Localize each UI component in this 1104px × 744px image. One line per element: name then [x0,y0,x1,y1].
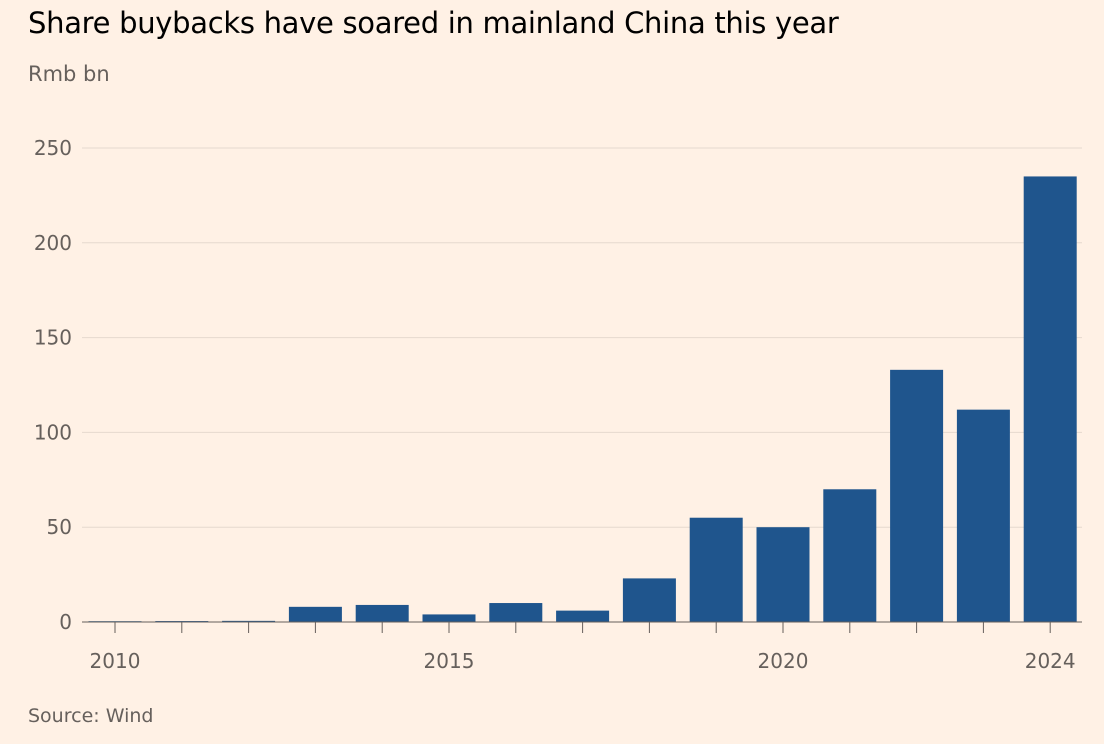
bar-2022 [890,369,944,622]
x-axis-ticks: 2010 2015 2020 2024 [90,622,1076,673]
y-tick-label: 100 [34,420,72,444]
chart-title: Share buybacks have soared in mainland C… [28,6,839,40]
bar-2016 [489,603,543,622]
y-axis-unit-label: Rmb bn [28,62,110,86]
bar-2017 [556,610,610,622]
y-tick-label: 150 [34,326,72,350]
y-axis-ticks: 0 50 100 150 200 250 [34,136,72,634]
bar-2018 [622,578,676,622]
y-tick-label: 250 [34,136,72,160]
x-tick-label: 2020 [758,649,809,673]
x-tick-label: 2015 [424,649,475,673]
x-tick-label: 2024 [1025,649,1076,673]
bar-2021 [823,489,877,622]
source-note: Source: Wind [28,705,154,727]
y-tick-label: 0 [59,610,72,634]
bar-2023 [956,409,1010,622]
bar-2015 [422,614,476,622]
y-tick-label: 200 [34,231,72,255]
bar-2019 [689,517,743,622]
bar-2020 [756,527,810,622]
bars [88,176,1077,622]
x-tick-label: 2010 [90,649,141,673]
bar-2024 [1023,176,1077,622]
bar-2014 [355,604,409,622]
bar-chart: 0 50 100 150 200 250 2010 2015 2020 2024 [34,136,1082,673]
bar-2012 [222,620,276,622]
y-tick-label: 50 [47,515,72,539]
bar-2013 [288,606,342,622]
